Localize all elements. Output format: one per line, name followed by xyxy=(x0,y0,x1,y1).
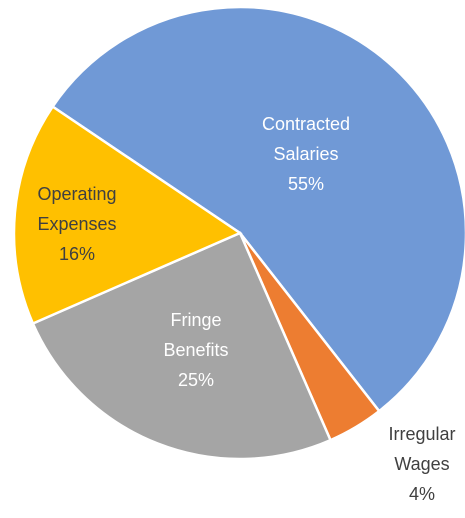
label-line: Fringe xyxy=(170,310,221,330)
pie-slice xyxy=(31,231,333,461)
pie-slice xyxy=(50,5,465,413)
slice-label: Contracted Salaries xyxy=(262,114,350,164)
slice-label: Fringe Benefits xyxy=(163,310,228,360)
label-line: Benefits xyxy=(163,340,228,360)
label-line: Expenses xyxy=(37,214,116,234)
pie-slice xyxy=(12,104,243,326)
label-line: Salaries xyxy=(273,144,338,164)
slice-label: Operating Expenses xyxy=(37,184,116,234)
label-line: Operating xyxy=(37,184,116,204)
slice-value: 25% xyxy=(178,370,214,390)
label-line: Contracted xyxy=(262,114,350,134)
label-line: Wages xyxy=(394,454,449,474)
slice-value: 16% xyxy=(59,244,95,264)
slice-label: Irregular Wages xyxy=(388,424,455,474)
label-line: Irregular xyxy=(388,424,455,444)
slice-value: 4% xyxy=(409,484,435,504)
slice-value: 55% xyxy=(288,174,324,194)
